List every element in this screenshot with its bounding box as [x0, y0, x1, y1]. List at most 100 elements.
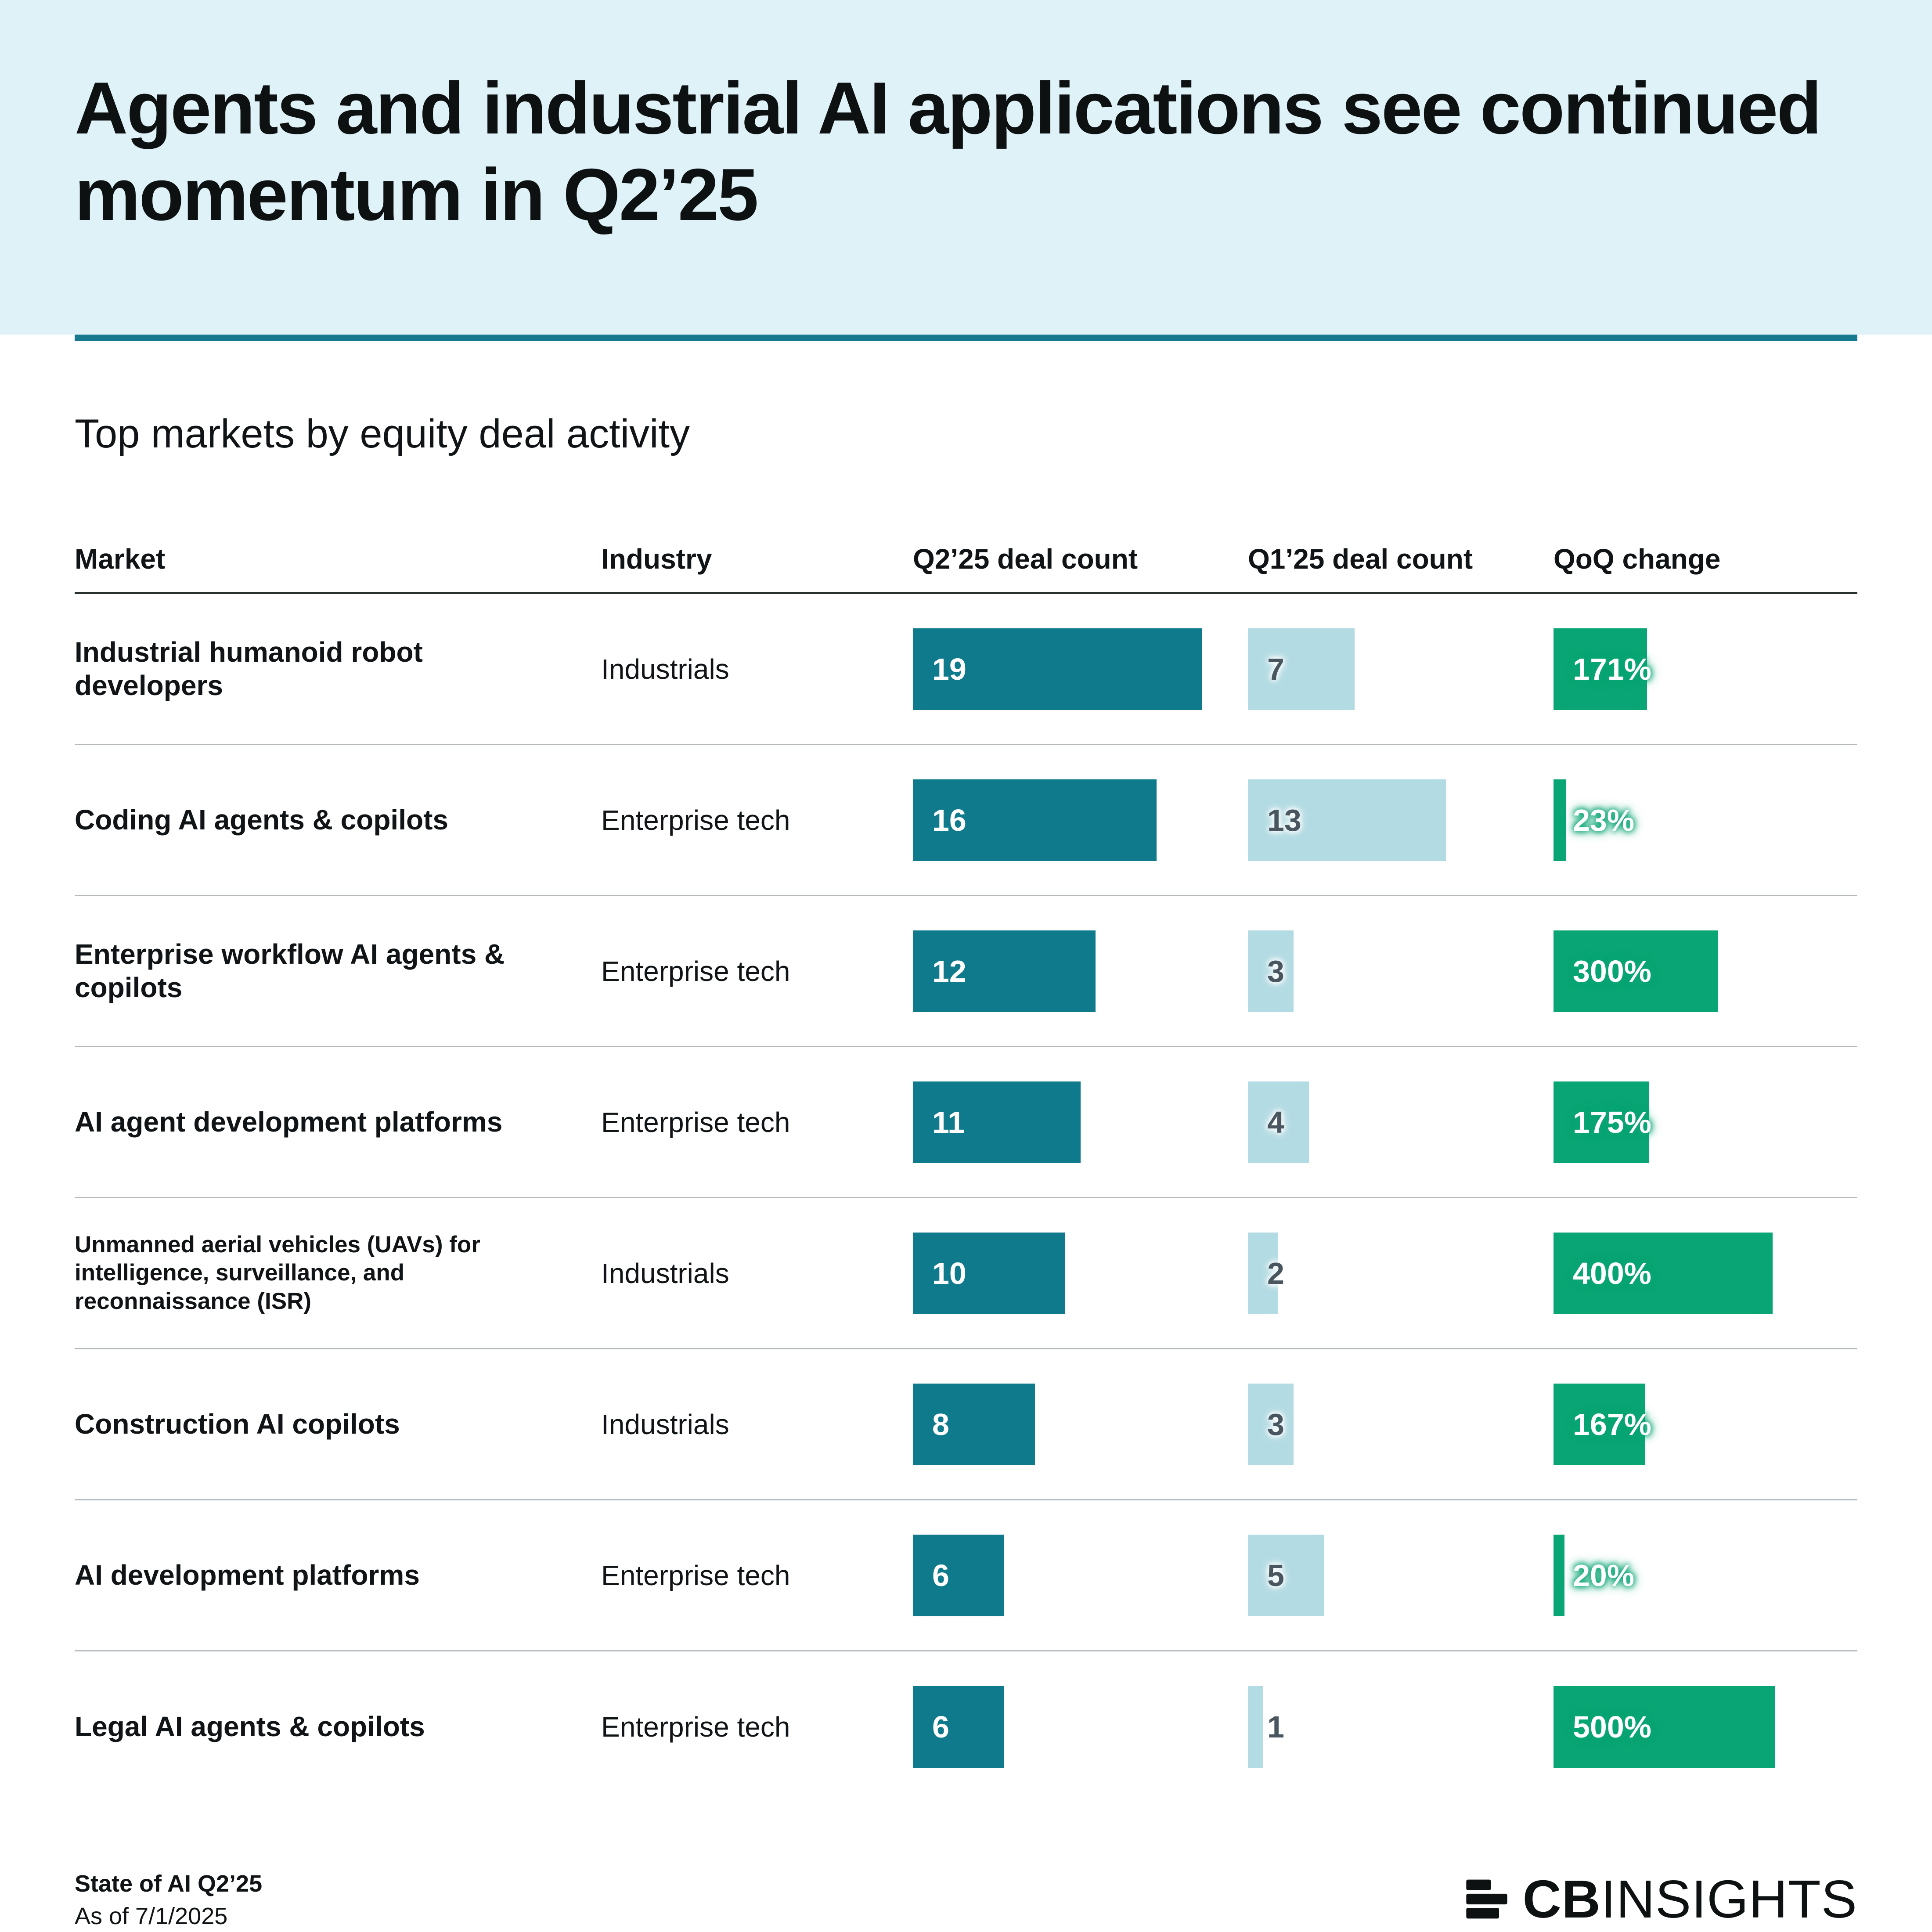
qoq-change-cell: 23%	[1554, 745, 1857, 895]
q1-deal-bar: 13	[1248, 779, 1446, 861]
q2-deal-bar: 19	[913, 628, 1202, 710]
qoq-change-bar: 171%	[1554, 628, 1651, 710]
teal-divider	[75, 335, 1857, 341]
source-block: State of AI Q2’25 As of 7/1/2025	[75, 1870, 262, 1930]
industry-label: Enterprise tech	[601, 1711, 790, 1743]
column-header-industry: Industry	[601, 543, 712, 575]
q1-deal-count-value: 3	[1267, 1407, 1284, 1442]
market-name: Legal AI agents & copilots	[75, 1711, 425, 1743]
qoq-change-value: 500%	[1573, 1710, 1652, 1744]
q1-deal-bar: 3	[1248, 1383, 1294, 1465]
q2-deal-cell: 6	[913, 1651, 1248, 1802]
q2-deal-bar: 8	[913, 1383, 1035, 1465]
cbinsights-logo-text: CBINSIGHTS	[1523, 1868, 1857, 1930]
q1-deal-cell: 13	[1248, 745, 1554, 895]
source-title: State of AI Q2’25	[75, 1871, 263, 1897]
industry-label: Enterprise tech	[601, 804, 790, 836]
page-title: Agents and industrial AI applications se…	[75, 67, 1822, 236]
qoq-change-cell: 171%	[1554, 594, 1857, 744]
q2-deal-bar: 10	[913, 1232, 1065, 1314]
qoq-change-value: 400%	[1573, 1256, 1652, 1290]
industry-label: Enterprise tech	[601, 955, 790, 987]
logo-cb-text: CB	[1522, 1869, 1601, 1929]
q1-deal-bar: 7	[1248, 628, 1355, 710]
qoq-change-cell: 500%	[1554, 1651, 1857, 1802]
column-header-market: Market	[75, 543, 166, 575]
q1-deal-cell: 3	[1248, 896, 1554, 1046]
industry-label: Enterprise tech	[601, 1559, 790, 1591]
cbinsights-logo: CBINSIGHTS	[1462, 1868, 1857, 1930]
qoq-change-value: 23%	[1573, 803, 1635, 837]
q1-deal-count-value: 5	[1267, 1558, 1284, 1593]
q2-deal-cell: 8	[913, 1349, 1248, 1499]
q1-deal-bar: 4	[1248, 1081, 1309, 1163]
cbinsights-logo-icon	[1466, 1879, 1507, 1919]
q1-deal-count-value: 3	[1267, 954, 1284, 988]
q1-deal-bar: 2	[1248, 1232, 1284, 1314]
market-name: AI development platforms	[75, 1559, 420, 1591]
qoq-change-bar: 300%	[1554, 930, 1718, 1012]
qoq-change-cell: 300%	[1554, 896, 1857, 1046]
industry-label: Enterprise tech	[601, 1106, 790, 1138]
q2-deal-count-value: 16	[932, 803, 966, 837]
table-row: Legal AI agents & copilots Enterprise te…	[75, 1651, 1857, 1802]
q1-deal-bar: 1	[1248, 1686, 1284, 1768]
footer: State of AI Q2’25 As of 7/1/2025 CBINSIG…	[75, 1868, 1857, 1930]
q2-deal-cell: 12	[913, 896, 1248, 1046]
qoq-change-cell: 20%	[1554, 1500, 1857, 1650]
q2-deal-bar: 11	[913, 1081, 1081, 1163]
q2-deal-count-value: 6	[932, 1558, 949, 1593]
industry-label: Industrials	[601, 1257, 729, 1289]
q2-deal-bar: 6	[913, 1686, 1004, 1768]
market-name: Construction AI copilots	[75, 1408, 400, 1440]
q2-deal-count-value: 6	[932, 1710, 949, 1744]
q2-deal-count-value: 10	[932, 1256, 966, 1290]
q2-deal-cell: 10	[913, 1198, 1248, 1348]
table-row: Enterprise workflow AI agents & copilots…	[75, 896, 1857, 1047]
market-name: AI agent development platforms	[75, 1106, 503, 1138]
q1-deal-bar: 5	[1248, 1534, 1324, 1616]
q2-deal-cell: 19	[913, 594, 1248, 744]
column-header-q1-deal-count: Q1’25 deal count	[1248, 543, 1473, 575]
chart-subtitle: Top markets by equity deal activity	[75, 411, 690, 456]
qoq-change-cell: 167%	[1554, 1349, 1857, 1499]
q2-deal-bar: 6	[913, 1534, 1004, 1616]
q1-deal-cell: 4	[1248, 1047, 1554, 1197]
table-row: Construction AI copilots Industrials 8 3…	[75, 1349, 1857, 1500]
q1-deal-cell: 7	[1248, 594, 1554, 744]
table-body: Industrial humanoid robot developers Ind…	[75, 594, 1857, 1802]
table-header-row: Market Industry Q2’25 deal count Q1’25 d…	[75, 543, 1857, 594]
q2-deal-cell: 16	[913, 745, 1248, 895]
source-date: As of 7/1/2025	[75, 1903, 228, 1929]
table-row: Coding AI agents & copilots Enterprise t…	[75, 745, 1857, 896]
q1-deal-cell: 2	[1248, 1198, 1554, 1348]
q1-deal-cell: 5	[1248, 1500, 1554, 1650]
qoq-change-value: 300%	[1573, 954, 1652, 988]
industry-label: Industrials	[601, 1408, 729, 1440]
q2-deal-bar: 12	[913, 930, 1096, 1012]
logo-insights-text: INSIGHTS	[1600, 1869, 1857, 1929]
header-band: Agents and industrial AI applications se…	[0, 0, 1932, 335]
q1-deal-cell: 1	[1248, 1651, 1554, 1802]
qoq-change-bar: 175%	[1554, 1081, 1651, 1163]
qoq-change-bar: 400%	[1554, 1232, 1773, 1314]
table-row: Industrial humanoid robot developers Ind…	[75, 594, 1857, 745]
column-header-qoq-change: QoQ change	[1554, 543, 1721, 575]
market-name: Industrial humanoid robot developers	[75, 636, 423, 701]
q1-deal-count-value: 7	[1267, 652, 1284, 686]
qoq-change-value: 20%	[1573, 1558, 1635, 1593]
q1-deal-cell: 3	[1248, 1349, 1554, 1499]
q2-deal-count-value: 8	[932, 1407, 949, 1442]
market-name: Unmanned aerial vehicles (UAVs) for inte…	[75, 1231, 480, 1314]
qoq-change-cell: 175%	[1554, 1047, 1857, 1197]
qoq-change-value: 171%	[1573, 652, 1652, 686]
qoq-change-cell: 400%	[1554, 1198, 1857, 1348]
qoq-change-bar: 23%	[1554, 779, 1634, 861]
q1-deal-count-value: 2	[1267, 1256, 1284, 1290]
qoq-change-bar: 20%	[1554, 1534, 1634, 1616]
table-row: AI agent development platforms Enterpris…	[75, 1047, 1857, 1198]
qoq-change-bar: 167%	[1554, 1383, 1651, 1465]
table-row: Unmanned aerial vehicles (UAVs) for inte…	[75, 1198, 1857, 1349]
q1-deal-count-value: 1	[1267, 1710, 1284, 1744]
main-content: Top markets by equity deal activity Mark…	[0, 411, 1932, 1930]
